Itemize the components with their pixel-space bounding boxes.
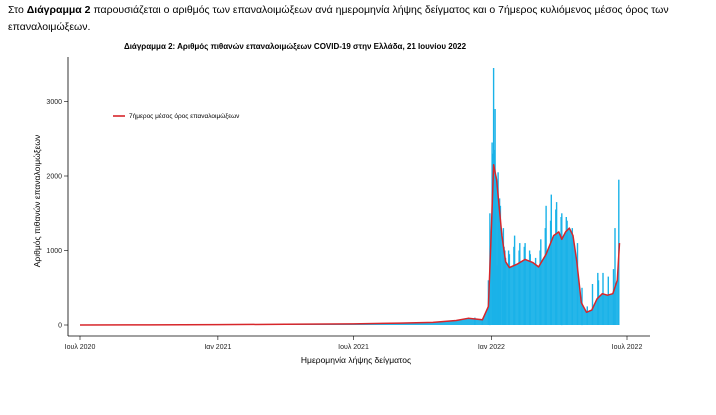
x-tick-label: Ιουλ 2020 [65,344,96,351]
daily-bar [566,220,568,325]
daily-bar [524,243,526,325]
daily-bar [501,280,504,325]
bars-group [80,68,620,326]
daily-bar [545,205,547,325]
daily-bar [508,254,511,325]
intro-rest: παρουσιάζεται ο αριθμός των επαναλοιμώξε… [8,4,669,33]
line-group [79,164,621,326]
legend: 7ήμερος μέσος όρος επαναλοιμώξεων [113,112,239,120]
daily-bar [561,213,563,326]
daily-bar [499,205,502,325]
daily-bar [540,239,542,325]
daily-bar [497,172,499,325]
intro-paragraph: Στο Διάγραμμα 2 παρουσιάζεται ο αριθμός … [8,2,708,36]
daily-bar [491,142,493,325]
daily-bar [534,257,537,325]
y-tick-label: 1000 [46,248,62,255]
y-tick-label: 0 [58,323,62,330]
y-tick-label: 3000 [46,99,62,106]
daily-bar [494,109,496,325]
daily-bar [504,257,507,325]
daily-bar [576,243,579,325]
x-ticks: Ιουλ 2020 Ιαν 2021 Ιουλ 2021 Ιαν 2022 Ιουλ 2… [65,336,643,351]
x-tick-label: Ιουλ 2021 [338,344,369,351]
intro-prefix: Στο [8,4,27,16]
moving-average-line [79,164,621,326]
x-tick-label: Ιαν 2022 [478,344,505,351]
daily-bar [565,217,567,325]
daily-bar [555,202,558,325]
y-tick-label: 2000 [46,174,62,181]
daily-bar [495,176,497,325]
x-tick-label: Ιαν 2021 [204,344,231,351]
daily-bar [492,68,495,325]
daily-bar [507,250,510,325]
y-axis-title: Αριθμός πιθανών επαναλοιμώξεων [32,135,42,267]
intro-bold: Διάγραμμα 2 [26,4,91,16]
daily-bars-area [80,164,620,325]
daily-bar [474,317,476,325]
daily-bar [481,319,484,325]
daily-bar [607,276,609,325]
daily-bar [581,287,583,326]
daily-bar [513,235,516,325]
daily-bar [571,228,573,325]
chart-title: Διάγραμμα 2: Αριθμός πιθανών επαναλοιμώξ… [124,42,467,51]
daily-bar [602,272,604,325]
daily-bar [555,209,557,325]
daily-bar [586,306,588,325]
daily-bar [614,228,616,325]
x-tick-label: Ιουλ 2022 [612,344,643,351]
daily-bar [498,198,501,325]
daily-bar [529,254,531,325]
daily-bar [523,246,525,325]
legend-label: 7ήμερος μέσος όρος επαναλοιμώξεων [129,112,239,120]
daily-bar [519,243,521,325]
y-ticks: 0 1000 2000 3000 [46,99,68,330]
daily-bar [550,194,552,325]
daily-bar [591,284,594,325]
daily-bar [544,228,546,325]
daily-bar [612,269,615,325]
x-axis-title: Ημερομηνία λήψης δείγματος [301,355,411,365]
daily-bar [597,280,600,325]
daily-bar [503,246,505,325]
